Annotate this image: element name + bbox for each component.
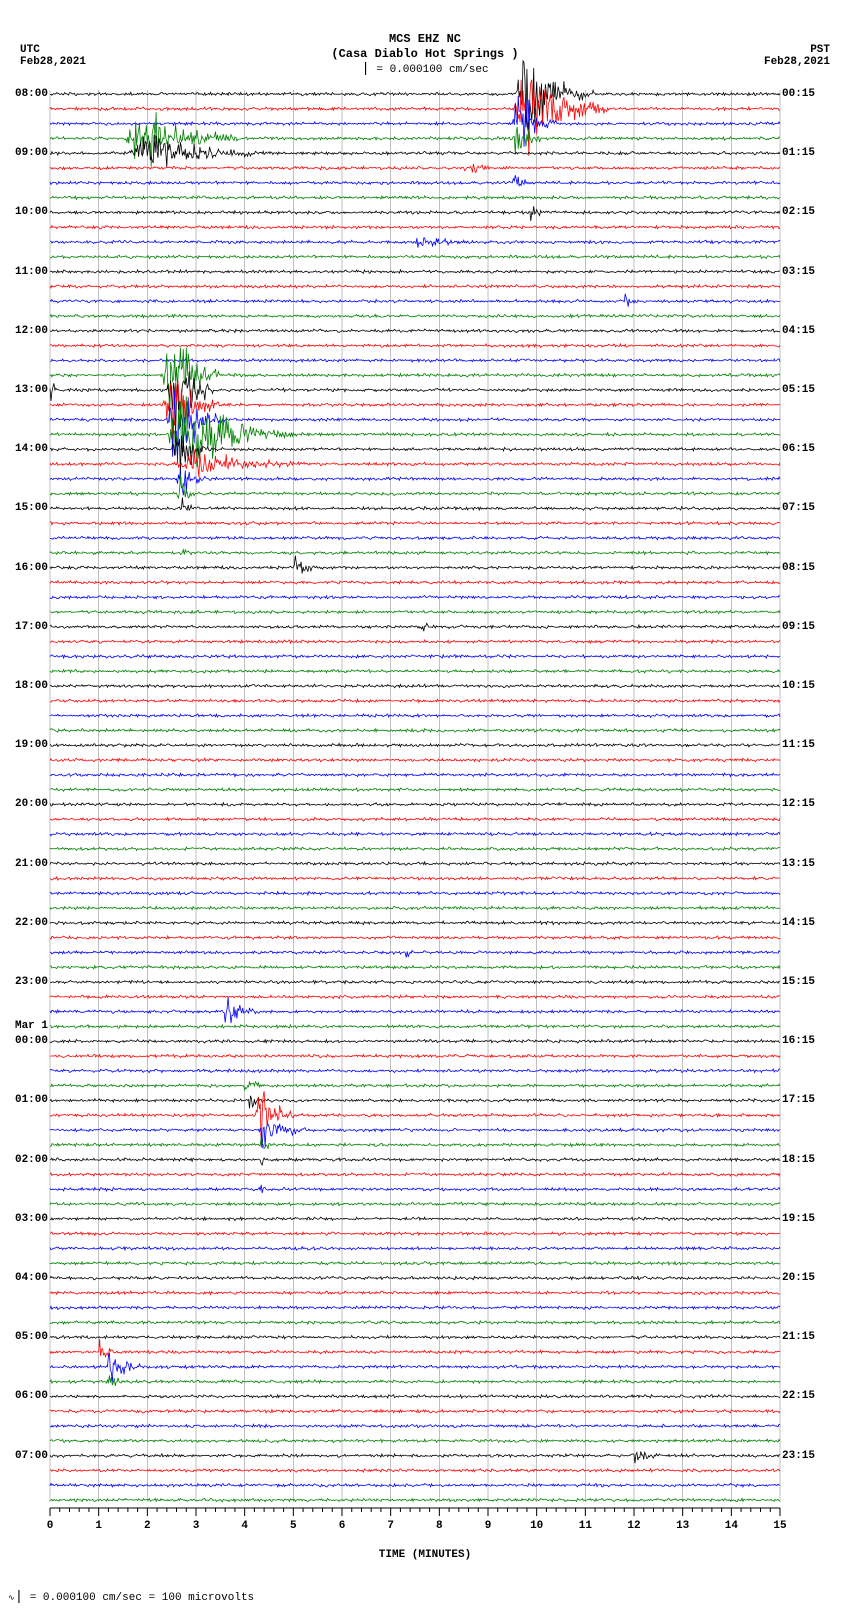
svg-text:2: 2 [144,1520,151,1532]
svg-text:13: 13 [676,1520,690,1532]
x-axis-label: TIME (MINUTES) [0,1549,850,1561]
pst-time-label: 06:15 [780,443,815,455]
utc-time-label: 00:00 [15,1035,50,1047]
footer-scale: ∿| = 0.000100 cm/sec = 100 microvolts [8,1589,254,1605]
svg-text:15: 15 [773,1520,787,1532]
utc-time-label: 20:00 [15,798,50,810]
station-name: (Casa Diablo Hot Springs ) [0,47,850,62]
chart-title: MCS EHZ NC (Casa Diablo Hot Springs ) | … [0,32,850,78]
utc-time-label: 02:00 [15,1154,50,1166]
utc-time-label: 13:00 [15,384,50,396]
pst-time-label: 20:15 [780,1272,815,1284]
utc-time-label: 16:00 [15,562,50,574]
utc-time-label: 06:00 [15,1390,50,1402]
svg-text:11: 11 [579,1520,593,1532]
plot-area: 0123456789101112131415 08:0009:0010:0011… [50,90,780,1530]
pst-time-label: 08:15 [780,562,815,574]
pst-time-label: 00:15 [780,88,815,100]
svg-text:12: 12 [627,1520,640,1532]
svg-text:1: 1 [95,1520,102,1532]
utc-date: Feb28,2021 [20,56,86,68]
pst-time-label: 09:15 [780,621,815,633]
pst-time-label: 16:15 [780,1035,815,1047]
pst-date: Feb28,2021 [764,56,830,68]
pst-time-label: 15:15 [780,976,815,988]
utc-time-label: 15:00 [15,502,50,514]
svg-text:10: 10 [530,1520,543,1532]
utc-label: UTC [20,44,86,56]
svg-text:5: 5 [290,1520,297,1532]
svg-text:8: 8 [436,1520,443,1532]
pst-header: PST Feb28,2021 [764,44,830,68]
svg-text:14: 14 [725,1520,739,1532]
pst-time-label: 14:15 [780,917,815,929]
scale-legend: | = 0.000100 cm/sec [0,62,850,78]
station-id: MCS EHZ NC [0,32,850,47]
svg-text:4: 4 [241,1520,248,1532]
pst-time-label: 03:15 [780,266,815,278]
utc-time-label: 23:00 [15,976,50,988]
pst-time-label: 11:15 [780,739,815,751]
pst-time-label: 23:15 [780,1450,815,1462]
pst-time-label: 13:15 [780,858,815,870]
svg-text:9: 9 [485,1520,492,1532]
pst-time-label: 07:15 [780,502,815,514]
utc-time-label: 18:00 [15,680,50,692]
utc-time-label: 05:00 [15,1331,50,1343]
pst-time-label: 17:15 [780,1094,815,1106]
utc-time-label: 08:00 [15,88,50,100]
utc-time-label: 22:00 [15,917,50,929]
utc-time-label: 17:00 [15,621,50,633]
pst-time-label: 19:15 [780,1213,815,1225]
utc-time-label: 21:00 [15,858,50,870]
utc-time-label: 09:00 [15,147,50,159]
utc-time-label: 14:00 [15,443,50,455]
pst-time-label: 22:15 [780,1390,815,1402]
svg-text:6: 6 [339,1520,346,1532]
pst-label: PST [764,44,830,56]
utc-time-label: 10:00 [15,206,50,218]
pst-time-label: 02:15 [780,206,815,218]
pst-time-label: 01:15 [780,147,815,159]
pst-time-label: 18:15 [780,1154,815,1166]
pst-time-label: 21:15 [780,1331,815,1343]
utc-time-label: 07:00 [15,1450,50,1462]
utc-header: UTC Feb28,2021 [20,44,86,68]
pst-time-label: 04:15 [780,325,815,337]
svg-text:3: 3 [193,1520,200,1532]
utc-time-label: 11:00 [15,266,50,278]
pst-time-label: 10:15 [780,680,815,692]
utc-time-label: 01:00 [15,1094,50,1106]
pst-time-label: 12:15 [780,798,815,810]
seismogram-traces: 0123456789101112131415 [50,90,780,1530]
utc-time-label: 04:00 [15,1272,50,1284]
svg-text:7: 7 [387,1520,394,1532]
svg-text:0: 0 [47,1520,54,1532]
seismogram-container: MCS EHZ NC (Casa Diablo Hot Springs ) | … [0,0,850,1613]
utc-time-label: 12:00 [15,325,50,337]
utc-time-label: 03:00 [15,1213,50,1225]
utc-time-label: 19:00 [15,739,50,751]
pst-time-label: 05:15 [780,384,815,396]
date-marker: Mar 1 [15,1020,50,1032]
